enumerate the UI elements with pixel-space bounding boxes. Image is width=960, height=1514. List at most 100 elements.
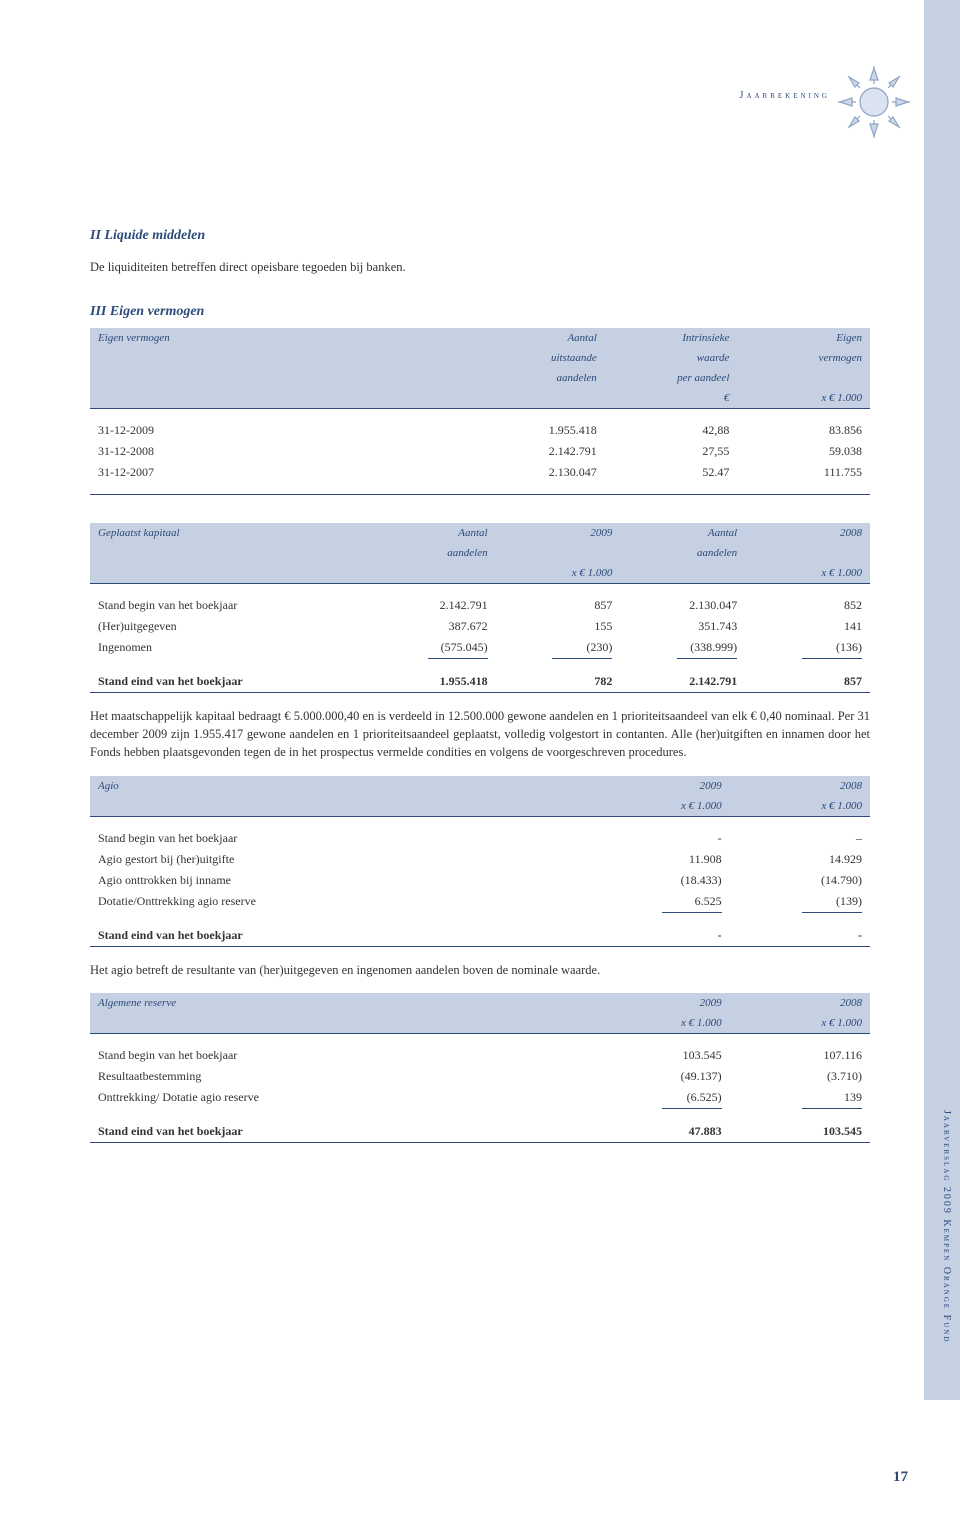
th: x € 1.000	[730, 796, 870, 817]
cell: (14.790)	[730, 870, 870, 891]
th: x € 1.000	[589, 1013, 729, 1034]
sun-icon	[834, 62, 914, 142]
cell: 139	[730, 1087, 870, 1108]
cell: 2.130.047	[620, 584, 745, 617]
cell: Stand begin van het boekjaar	[90, 1033, 589, 1066]
cell: 83.856	[737, 409, 870, 442]
th: x € 1.000	[745, 563, 870, 584]
cell: (230)	[496, 637, 621, 658]
table-geplaatst-kapitaal: Geplaatst kapitaal Aantal 2009 Aantal 20…	[90, 523, 870, 693]
cell: 27,55	[605, 441, 738, 462]
cell: (3.710)	[730, 1066, 870, 1087]
cell: Agio gestort bij (her)uitgifte	[90, 849, 589, 870]
cell: 14.929	[730, 849, 870, 870]
th: 2009	[589, 776, 729, 796]
th: x € 1.000	[589, 796, 729, 817]
cell: 2.142.791	[371, 584, 496, 617]
cell: 387.672	[371, 616, 496, 637]
cell: 857	[745, 658, 870, 693]
page-number: 17	[893, 1469, 908, 1486]
cell: 141	[745, 616, 870, 637]
cell: 103.545	[730, 1108, 870, 1143]
cell: 111.755	[737, 462, 870, 495]
cell: (139)	[730, 891, 870, 912]
th: 2009	[589, 993, 729, 1013]
section-ii-title: II Liquide middelen	[90, 228, 870, 244]
cell: -	[589, 912, 729, 947]
table-eigen-vermogen: Eigen vermogen Aantal Intrinsieke Eigen …	[90, 328, 870, 495]
th: x € 1.000	[730, 1013, 870, 1034]
cell: 2.142.791	[620, 658, 745, 693]
cell: -	[730, 912, 870, 947]
th: Eigen vermogen	[90, 328, 464, 348]
th: uitstaande	[464, 348, 604, 368]
cell: 155	[496, 616, 621, 637]
cell: (136)	[745, 637, 870, 658]
th: Aantal	[464, 328, 604, 348]
cell: Agio onttrokken bij inname	[90, 870, 589, 891]
th: Eigen	[737, 328, 870, 348]
cell: 31-12-2009	[90, 409, 464, 442]
th: 2008	[730, 776, 870, 796]
cell: Stand eind van het boekjaar	[90, 1108, 589, 1143]
cell: Stand begin van het boekjaar	[90, 816, 589, 849]
th: 2009	[496, 523, 621, 543]
th: 2008	[730, 993, 870, 1013]
th: Geplaatst kapitaal	[90, 523, 371, 543]
cell: Resultaatbestemming	[90, 1066, 589, 1087]
cell: Stand eind van het boekjaar	[90, 912, 589, 947]
cell: (49.137)	[589, 1066, 729, 1087]
cell: 857	[496, 584, 621, 617]
table-agio: Agio 2009 2008 x € 1.000 x € 1.000 Stand…	[90, 776, 870, 947]
cell: Ingenomen	[90, 637, 371, 658]
cell: -	[589, 816, 729, 849]
cell: 2.142.791	[464, 441, 604, 462]
cell: 59.038	[737, 441, 870, 462]
cell: (18.433)	[589, 870, 729, 891]
paragraph-agio: Het agio betreft de resultante van (her)…	[90, 961, 870, 979]
cell: 107.116	[730, 1033, 870, 1066]
th: aandelen	[620, 543, 745, 563]
cell: 103.545	[589, 1033, 729, 1066]
cell: Stand eind van het boekjaar	[90, 658, 371, 693]
cell: 52.47	[605, 462, 738, 495]
cell: Onttrekking/ Dotatie agio reserve	[90, 1087, 589, 1108]
header-label: Jaarrekening	[740, 90, 830, 101]
cell: (575.045)	[371, 637, 496, 658]
cell: (6.525)	[589, 1087, 729, 1108]
th: aandelen	[464, 368, 604, 388]
cell: Dotatie/Onttrekking agio reserve	[90, 891, 589, 912]
th: Aantal	[620, 523, 745, 543]
table-algemene-reserve: Algemene reserve 2009 2008 x € 1.000 x €…	[90, 993, 870, 1143]
cell: 11.908	[589, 849, 729, 870]
th: Aantal	[371, 523, 496, 543]
section-ii-text: De liquiditeiten betreffen direct opeisb…	[90, 258, 870, 276]
th: aandelen	[371, 543, 496, 563]
cell: 1.955.418	[464, 409, 604, 442]
cell: 2.130.047	[464, 462, 604, 495]
cell: 31-12-2007	[90, 462, 464, 495]
th: vermogen	[737, 348, 870, 368]
cell: 47.883	[589, 1108, 729, 1143]
th: 2008	[745, 523, 870, 543]
cell: (338.999)	[620, 637, 745, 658]
cell: 351.743	[620, 616, 745, 637]
cell: 6.525	[589, 891, 729, 912]
th: x € 1.000	[737, 388, 870, 409]
th: Intrinsieke	[605, 328, 738, 348]
side-label: Jaarverslag 2009 Kempen Orange Fund	[941, 1110, 952, 1343]
cell: 31-12-2008	[90, 441, 464, 462]
cell: 852	[745, 584, 870, 617]
section-iii-title: III Eigen vermogen	[90, 304, 870, 320]
cell: 42,88	[605, 409, 738, 442]
th: x € 1.000	[496, 563, 621, 584]
cell: Stand begin van het boekjaar	[90, 584, 371, 617]
th: Algemene reserve	[90, 993, 589, 1013]
cell: 1.955.418	[371, 658, 496, 693]
th: waarde	[605, 348, 738, 368]
cell: –	[730, 816, 870, 849]
th: Agio	[90, 776, 589, 796]
cell: (Her)uitgegeven	[90, 616, 371, 637]
th: per aandeel	[605, 368, 738, 388]
th: €	[605, 388, 738, 409]
